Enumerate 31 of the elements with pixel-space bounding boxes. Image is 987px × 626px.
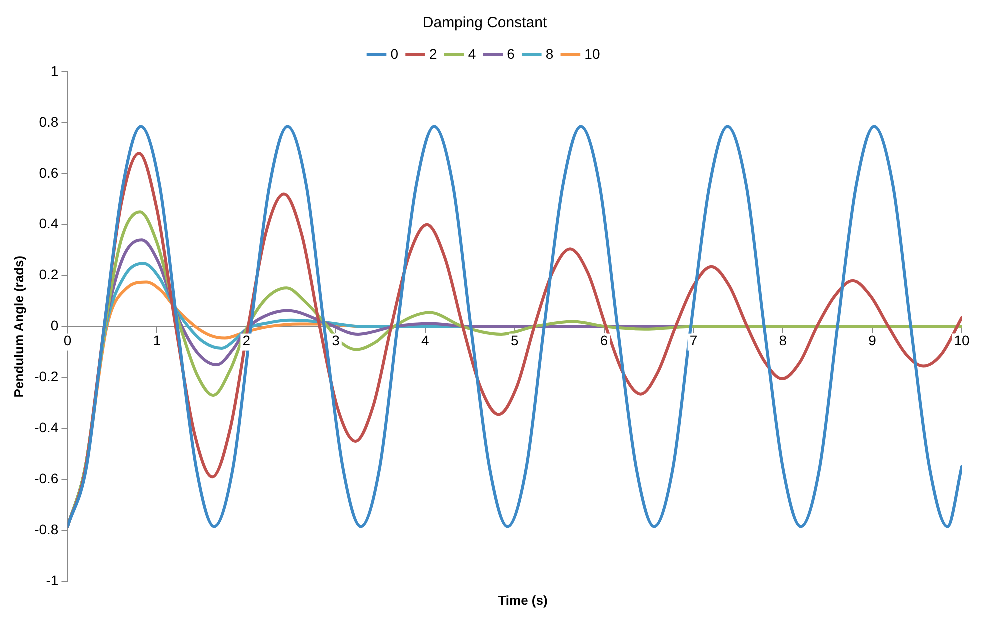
y-tick-label: 0.6: [39, 164, 59, 181]
x-tick-label: 10: [954, 332, 970, 349]
legend-label: 0: [390, 46, 399, 62]
x-tick-label: 7: [690, 332, 698, 349]
x-tick-label: 0: [64, 332, 72, 349]
y-tick-label: -0.4: [34, 420, 59, 436]
legend-label: 6: [507, 46, 516, 62]
y-tick-label: -0.2: [34, 368, 59, 385]
x-tick-label: 9: [868, 332, 877, 349]
legend-title: Damping Constant: [422, 14, 548, 32]
x-tick-label: 6: [600, 332, 608, 349]
y-tick-label: 0.8: [39, 114, 59, 130]
y-tick-label: -0.8: [34, 522, 59, 538]
y-tick-label: 0.2: [39, 266, 59, 283]
x-tick-label: 8: [779, 332, 788, 349]
legend-label: 10: [584, 46, 600, 62]
legend-label: 4: [468, 46, 476, 62]
y-tick-label: 0: [50, 318, 59, 334]
x-tick-label: 2: [242, 332, 251, 349]
x-tick-label: 3: [332, 332, 340, 349]
x-tick-label: 5: [510, 332, 519, 349]
y-tick-label: 1: [50, 62, 59, 79]
y-axis-title: Pendulum Angle (rads): [11, 256, 26, 398]
x-tick-label: 4: [422, 332, 430, 349]
legend-label: 8: [546, 46, 554, 62]
x-axis-title: Time (s): [497, 593, 549, 608]
x-tick-label: 1: [153, 332, 162, 349]
y-tick-label: -1: [46, 572, 59, 588]
legend-label: 2: [430, 46, 438, 62]
y-tick-label: 0.4: [39, 216, 59, 232]
y-tick-label: -0.6: [34, 470, 59, 487]
